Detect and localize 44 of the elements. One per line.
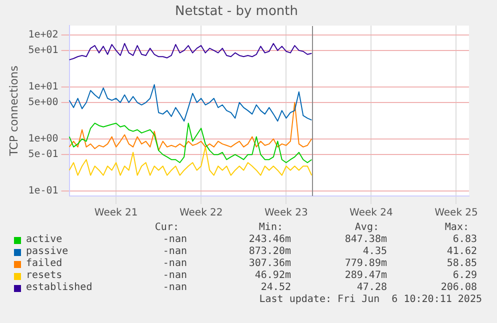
y-tick-label: 1e+01 xyxy=(28,81,58,92)
x-tick-label: Week 25 xyxy=(434,208,478,219)
legend-label: active xyxy=(26,234,62,246)
legend-label: failed xyxy=(26,258,62,270)
y-tick-label: 5e+00 xyxy=(28,97,58,108)
text: 847.38m xyxy=(344,234,387,246)
text: 307.36m xyxy=(248,258,291,270)
text: Last update: Fri Jun 6 10:20:11 2025 xyxy=(259,294,482,306)
y-tick-label: 1e+02 xyxy=(28,29,58,40)
text: 41.62 xyxy=(446,246,477,258)
text: 206.08 xyxy=(440,282,477,294)
legend-label: established xyxy=(26,282,92,294)
text: 779.89m xyxy=(344,258,387,270)
text: 243.46m xyxy=(248,234,291,246)
text: -nan xyxy=(162,282,187,294)
text: 873.20m xyxy=(248,246,291,258)
x-tick-label: Week 23 xyxy=(264,208,308,219)
text: -nan xyxy=(162,270,187,282)
text: 6.29 xyxy=(452,270,477,282)
x-tick-label: Week 21 xyxy=(94,208,138,219)
text: 289.47m xyxy=(344,270,387,282)
text: 46.92m xyxy=(254,270,291,282)
text: 6.83 xyxy=(452,234,477,246)
y-tick-label: 5e-01 xyxy=(28,149,58,160)
text: -nan xyxy=(162,234,187,246)
x-tick-label: Week 22 xyxy=(179,208,223,219)
text: Cur: xyxy=(154,222,179,234)
text: 24.52 xyxy=(260,282,291,294)
text: 4.35 xyxy=(362,246,387,258)
legend-label: passive xyxy=(26,246,68,258)
y-tick-label: 5e+01 xyxy=(28,45,58,56)
text: Avg: xyxy=(354,222,379,234)
y-axis-title: TCP connections xyxy=(7,65,20,157)
chart-title: Netstat - by month xyxy=(175,4,298,20)
text: Max: xyxy=(444,222,469,234)
text: 58.85 xyxy=(446,258,477,270)
legend-label: resets xyxy=(26,270,62,282)
x-tick-label: Week 24 xyxy=(350,208,393,219)
text: 47.28 xyxy=(356,282,387,294)
text: -nan xyxy=(162,246,187,258)
text: Min: xyxy=(258,222,283,234)
y-tick-label: 1e-01 xyxy=(28,186,58,197)
text: -nan xyxy=(162,258,187,270)
y-tick-label: 1e+00 xyxy=(28,133,58,144)
